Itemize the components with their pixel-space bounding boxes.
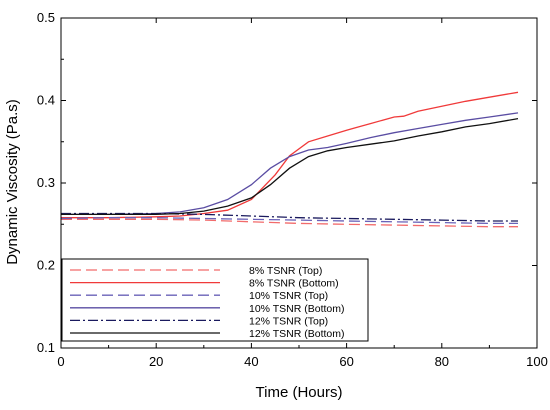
x-tick-label: 80 xyxy=(435,354,449,369)
legend-label-2: 8% TSNR (Bottom) xyxy=(249,278,339,290)
x-tick-label: 100 xyxy=(526,354,548,369)
legend-label-5: 12% TSNR (Top) xyxy=(249,315,328,327)
legend-box xyxy=(61,258,369,342)
x-tick-label: 60 xyxy=(339,354,353,369)
legend-label-6: 12% TSNR (Bottom) xyxy=(249,328,345,340)
series-line-2 xyxy=(61,91,519,219)
legend-label-4: 10% TSNR (Bottom) xyxy=(249,303,345,315)
x-tick-label: 0 xyxy=(57,354,64,369)
legend-label-3: 10% TSNR (Top) xyxy=(249,290,328,302)
series-line-4 xyxy=(61,112,519,216)
x-tick-label: 20 xyxy=(149,354,163,369)
legend-label-1: 8% TSNR (Top) xyxy=(249,265,322,277)
legend: 8% TSNR (Top)8% TSNR (Bottom)10% TSNR (T… xyxy=(61,258,369,342)
y-tick-label: 0.5 xyxy=(37,10,55,25)
series-line-6 xyxy=(61,117,519,216)
y-tick-label: 0.1 xyxy=(37,340,55,355)
x-tick-label: 40 xyxy=(244,354,258,369)
x-axis-title: Time (Hours) xyxy=(256,384,343,401)
series-line-5 xyxy=(61,212,518,222)
y-tick-label: 0.4 xyxy=(37,93,55,108)
y-tick-label: 0.3 xyxy=(37,175,55,190)
y-tick-label: 0.2 xyxy=(37,258,55,273)
y-axis-title: Dynamic Viscosity (Pa.s) xyxy=(4,99,21,265)
